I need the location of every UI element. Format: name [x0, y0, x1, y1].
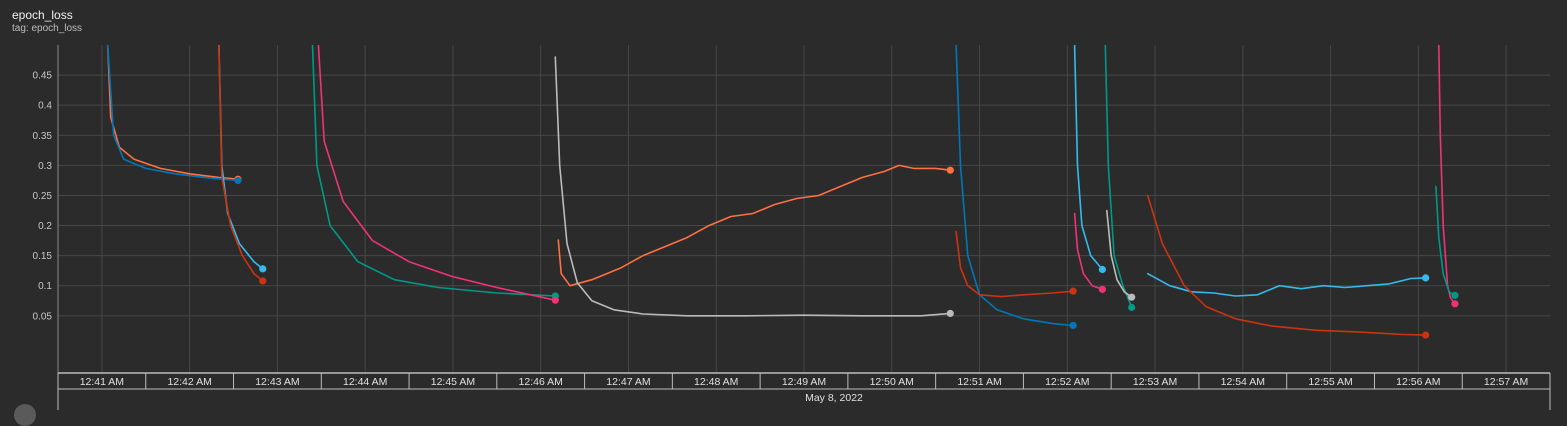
card-title: epoch_loss	[12, 8, 73, 22]
series-end-point[interactable]	[946, 166, 954, 174]
x-tick-label: 12:46 AM	[519, 376, 563, 388]
series-line[interactable]	[218, 45, 264, 270]
x-tick-label: 12:43 AM	[255, 376, 299, 388]
series-end-point[interactable]	[1128, 303, 1136, 311]
series-line[interactable]	[1104, 45, 1133, 309]
series-end-point[interactable]	[946, 309, 954, 318]
x-tick-label: 12:47 AM	[606, 376, 650, 388]
series-line[interactable]	[1438, 45, 1456, 305]
series-line[interactable]	[1146, 272, 1427, 297]
series-end-point[interactable]	[1098, 265, 1106, 274]
y-tick-label: 0.4	[38, 101, 52, 112]
x-tick-label: 12:56 AM	[1396, 376, 1440, 388]
y-tick-label: 0.05	[33, 311, 53, 322]
y-tick-label: 0.35	[33, 131, 53, 142]
series-line[interactable]	[1146, 194, 1427, 336]
y-tick-label: 0.3	[38, 161, 52, 172]
series-end-point[interactable]	[1451, 300, 1459, 308]
series-end-point[interactable]	[1128, 293, 1136, 301]
series-line[interactable]	[955, 230, 1074, 298]
x-tick-label: 12:55 AM	[1308, 376, 1352, 388]
x-tick-label: 12:44 AM	[343, 376, 387, 388]
series-end-point[interactable]	[259, 277, 267, 285]
x-tick-label: 12:53 AM	[1133, 376, 1177, 388]
series-line[interactable]	[554, 56, 952, 317]
series-line[interactable]	[218, 45, 264, 282]
x-tick-label: 12:52 AM	[1045, 376, 1089, 388]
x-tick-label: 12:54 AM	[1221, 376, 1265, 388]
x-tick-label: 12:49 AM	[782, 376, 826, 388]
series-end-point[interactable]	[259, 265, 267, 273]
series-line[interactable]	[1073, 212, 1104, 291]
series-end-point[interactable]	[551, 296, 559, 304]
x-tick-label: 12:42 AM	[167, 376, 211, 388]
card-header: epoch_loss tag: epoch_loss	[12, 8, 82, 35]
series-end-point[interactable]	[1451, 291, 1459, 299]
series-end-point[interactable]	[1098, 285, 1106, 293]
series-end-point[interactable]	[1069, 321, 1077, 330]
y-tick-label: 0.2	[38, 221, 52, 232]
series-end-point[interactable]	[234, 176, 242, 185]
expand-button[interactable]	[14, 404, 36, 426]
series-end-point[interactable]	[1069, 287, 1077, 295]
series-line[interactable]	[106, 45, 239, 182]
series-end-point[interactable]	[1422, 274, 1430, 282]
y-tick-label: 0.15	[33, 251, 53, 262]
series-line[interactable]	[955, 45, 1074, 327]
series-end-point[interactable]	[1422, 331, 1430, 339]
card-tag: tag: epoch_loss	[12, 23, 83, 34]
axis-layer: 0.05 0.1 0.15 0.2 0.25 0.3 0.35 0.4 0.45 12:41 AM…	[33, 45, 1551, 410]
series-line[interactable]	[557, 164, 952, 287]
x-tick-label: 12:48 AM	[694, 376, 738, 388]
epoch-loss-chart[interactable]: 0.05 0.1 0.15 0.2 0.25 0.3 0.35 0.4 0.45 12:41 AM…	[0, 0, 1567, 410]
series-line[interactable]	[1106, 209, 1133, 299]
y-tick-label: 0.45	[33, 71, 53, 82]
x-tick-label: 12:41 AM	[80, 376, 124, 388]
y-tick-label: 0.1	[38, 281, 52, 292]
x-tick-label: 12:51 AM	[957, 376, 1001, 388]
series-line[interactable]	[106, 45, 239, 180]
series-line[interactable]	[311, 45, 557, 297]
x-tick-label: 12:45 AM	[431, 376, 475, 388]
grid-layer	[58, 45, 1550, 373]
x-date-label: May 8, 2022	[805, 392, 863, 404]
series-line[interactable]	[317, 45, 557, 302]
series-layer	[106, 45, 1459, 339]
x-tick-label: 12:57 AM	[1484, 376, 1528, 388]
series-line[interactable]	[1073, 45, 1104, 271]
y-tick-label: 0.25	[33, 191, 53, 202]
x-tick-label: 12:50 AM	[870, 376, 914, 388]
series-line[interactable]	[1435, 185, 1456, 297]
